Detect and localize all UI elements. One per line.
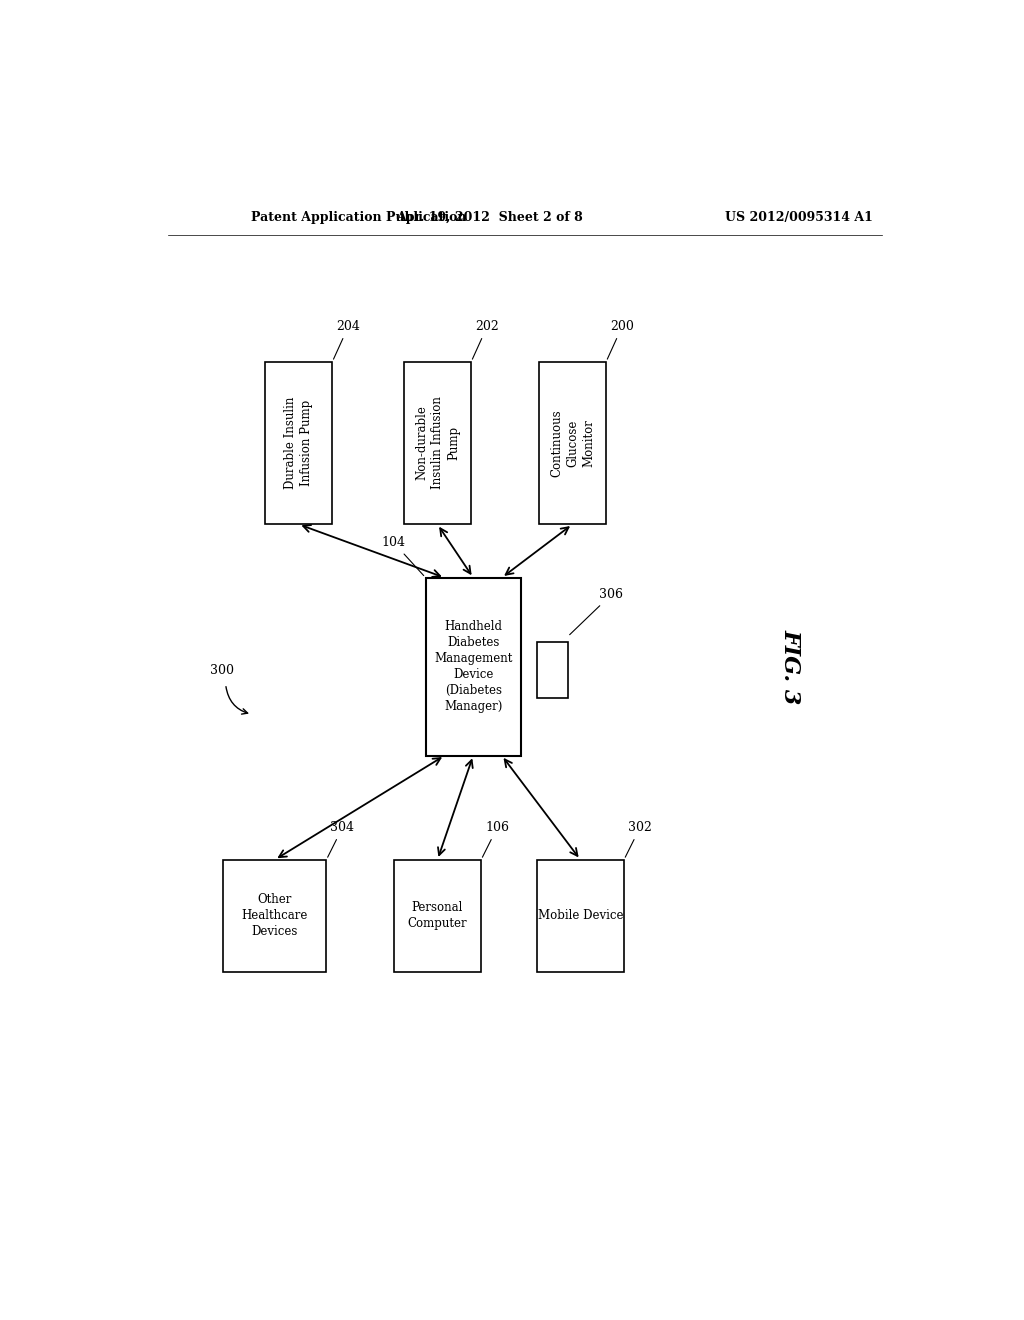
Text: Apr. 19, 2012  Sheet 2 of 8: Apr. 19, 2012 Sheet 2 of 8 <box>395 211 583 224</box>
Bar <box>537 859 624 972</box>
Text: FIG. 3: FIG. 3 <box>779 628 802 705</box>
Bar <box>538 642 567 697</box>
Text: Non-durable
Insulin Infusion
Pump: Non-durable Insulin Infusion Pump <box>415 396 460 490</box>
Bar <box>223 859 327 972</box>
Text: 304: 304 <box>328 821 354 857</box>
Text: 200: 200 <box>607 321 634 359</box>
Text: Continuous
Glucose
Monitor: Continuous Glucose Monitor <box>550 409 595 477</box>
Text: Handheld
Diabetes
Management
Device
(Diabetes
Manager): Handheld Diabetes Management Device (Dia… <box>434 620 512 713</box>
Text: 202: 202 <box>472 321 499 359</box>
Text: Other
Healthcare
Devices: Other Healthcare Devices <box>242 894 308 939</box>
Text: US 2012/0095314 A1: US 2012/0095314 A1 <box>725 211 872 224</box>
Text: 306: 306 <box>569 587 624 635</box>
Text: 104: 104 <box>382 536 424 576</box>
Text: 300: 300 <box>210 664 233 677</box>
Text: 204: 204 <box>334 321 360 359</box>
Text: Personal
Computer: Personal Computer <box>408 902 467 931</box>
Bar <box>403 362 471 524</box>
Bar <box>426 578 521 755</box>
Bar <box>539 362 606 524</box>
Text: Mobile Device: Mobile Device <box>538 909 623 923</box>
Bar <box>265 362 333 524</box>
Bar <box>394 859 481 972</box>
Text: Durable Insulin
Infusion Pump: Durable Insulin Infusion Pump <box>284 397 313 490</box>
Text: 106: 106 <box>482 821 509 857</box>
Text: 302: 302 <box>626 821 652 857</box>
Text: Patent Application Publication: Patent Application Publication <box>251 211 467 224</box>
